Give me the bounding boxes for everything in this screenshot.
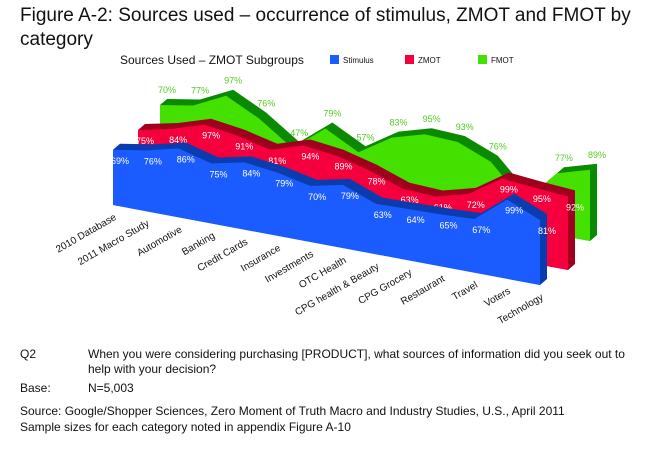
base-label: Base:: [20, 381, 51, 395]
data-label-stimulus: 70%: [308, 192, 326, 202]
data-label-zmot: 61%: [434, 203, 452, 213]
series-area-stimulus: [113, 148, 540, 285]
data-label-stimulus: 69%: [111, 156, 129, 166]
data-label-fmot: 95%: [423, 114, 441, 124]
data-label-zmot: 72%: [467, 200, 485, 210]
data-label-stimulus: 76%: [144, 156, 162, 166]
question-label: Q2: [20, 347, 37, 361]
data-label-zmot: 92%: [566, 202, 584, 212]
base-text: N=5,003: [88, 381, 134, 395]
data-label-fmot: 70%: [158, 85, 176, 95]
data-label-fmot: 76%: [489, 142, 507, 152]
legend-swatch-fmot: [478, 55, 487, 64]
legend-label-zmot: ZMOT: [418, 56, 441, 65]
data-label-zmot: 89%: [334, 162, 352, 172]
data-label-zmot: 84%: [169, 135, 187, 145]
data-label-fmot: 89%: [588, 150, 606, 160]
category-label: Voters: [483, 286, 513, 310]
data-label-stimulus: 67%: [472, 225, 490, 235]
data-label-zmot: 63%: [401, 195, 419, 205]
data-label-fmot: 57%: [356, 132, 374, 142]
data-label-stimulus: 75%: [210, 169, 228, 179]
legend-label-fmot: FMOT: [491, 56, 514, 65]
chart-subtitle: Sources Used – ZMOT Subgroups: [120, 53, 304, 67]
legend-swatch-zmot: [405, 55, 414, 64]
source-note: Source: Google/Shopper Sciences, Zero Mo…: [20, 404, 565, 418]
data-label-zmot: 91%: [235, 142, 253, 152]
data-label-stimulus: 79%: [341, 191, 359, 201]
category-label: Banking: [180, 231, 217, 259]
data-label-zmot: 97%: [202, 131, 220, 141]
data-label-stimulus: 65%: [439, 221, 457, 231]
data-label-zmot: 94%: [301, 152, 319, 162]
data-label-stimulus: 86%: [177, 155, 195, 165]
legend-swatch-stimulus: [330, 55, 339, 64]
data-label-fmot: 77%: [555, 153, 573, 163]
data-label-zmot: 95%: [533, 194, 551, 204]
data-label-stimulus: 99%: [505, 206, 523, 216]
data-label-fmot: 47%: [290, 128, 308, 138]
data-label-fmot: 76%: [257, 99, 275, 109]
figure-title: Figure A-2: Sources used – occurrence of…: [20, 5, 631, 50]
sample-note: Sample sizes for each category noted in …: [20, 420, 351, 434]
data-label-fmot: 97%: [224, 76, 242, 86]
data-label-stimulus: 84%: [242, 168, 260, 178]
data-label-zmot: 75%: [136, 136, 154, 146]
category-label: Travel: [451, 280, 480, 303]
question-text: When you were considering purchasing [PR…: [88, 347, 625, 376]
legend-label-stimulus: Stimulus: [343, 56, 374, 65]
data-label-fmot: 77%: [191, 86, 209, 96]
data-label-stimulus: 81%: [538, 226, 556, 236]
data-label-stimulus: 64%: [407, 215, 425, 225]
data-label-zmot: 81%: [268, 156, 286, 166]
data-label-stimulus: 79%: [275, 179, 293, 189]
data-label-fmot: 83%: [390, 118, 408, 128]
data-label-stimulus: 63%: [374, 210, 392, 220]
data-label-fmot: 79%: [323, 109, 341, 119]
data-label-zmot: 78%: [368, 177, 386, 187]
data-label-fmot: 93%: [456, 122, 474, 132]
data-label-zmot: 99%: [500, 184, 518, 194]
